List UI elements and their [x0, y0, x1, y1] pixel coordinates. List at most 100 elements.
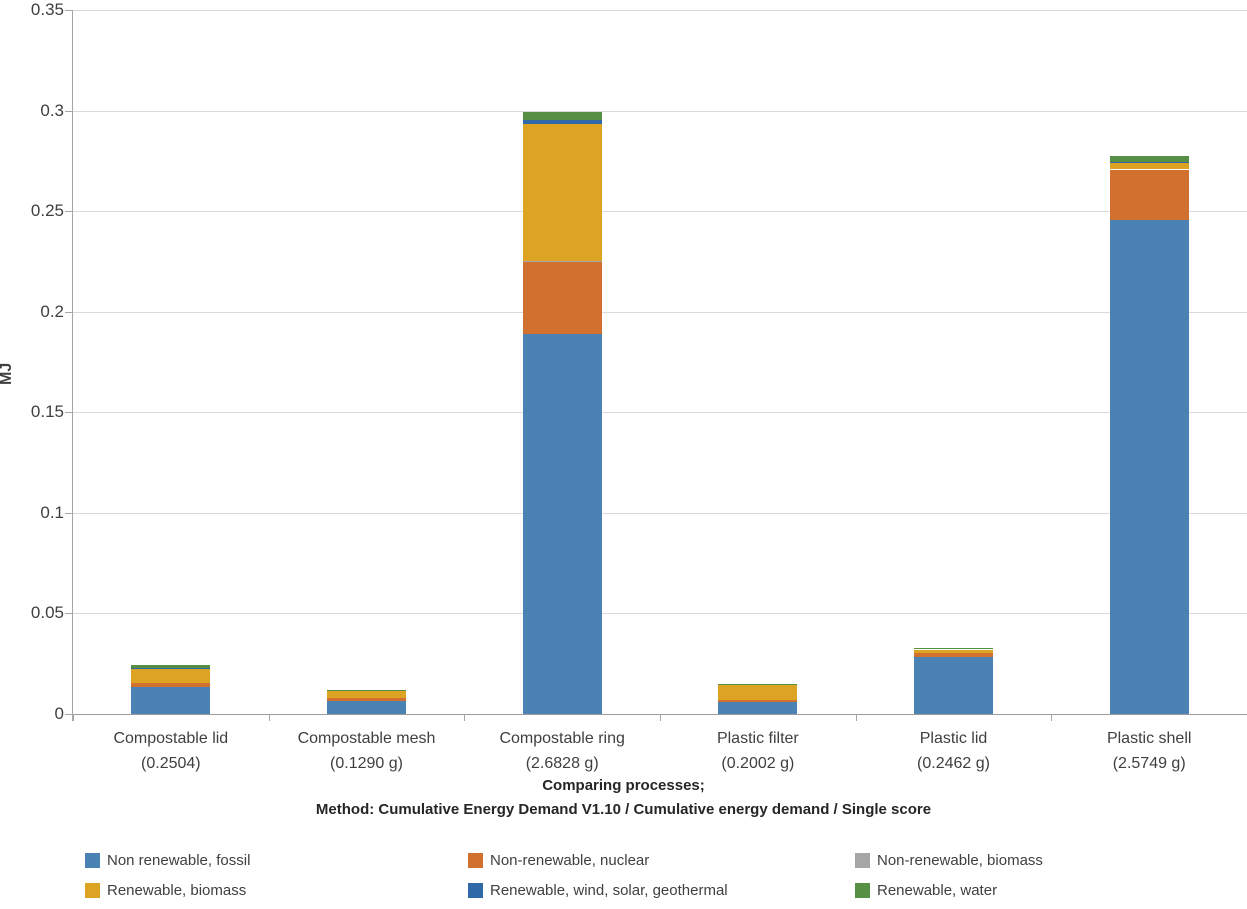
bar-segment — [522, 123, 602, 262]
bar-segment — [131, 682, 211, 687]
x-axis-tick — [1051, 714, 1053, 721]
bar-segment — [718, 701, 798, 714]
bar-segment — [522, 261, 602, 263]
category-name: Compostable lid — [113, 730, 229, 747]
bar-segment — [914, 653, 993, 657]
y-axis-tick-labels: 0 0.05 0.1 0.15 0.2 0.25 0.3 0.35 — [0, 0, 64, 723]
gridline — [73, 412, 1247, 414]
bar-segment — [327, 698, 406, 701]
y-axis-line — [72, 10, 73, 721]
bar-segment — [131, 664, 211, 668]
y-axis-tick — [65, 311, 73, 313]
category-name: Compostable mesh — [297, 730, 436, 747]
legend-label: Renewable, water — [877, 882, 998, 899]
bar-segment — [1109, 220, 1189, 714]
y-axis-tick — [65, 110, 73, 112]
y-axis-tick-label: 0.1 — [40, 502, 64, 522]
legend-label: Renewable, biomass — [107, 882, 247, 899]
y-axis-tick-label: 0.35 — [30, 0, 64, 19]
legend-color-swatch-icon — [85, 853, 100, 868]
category-mass: (0.2002 g) — [721, 755, 795, 772]
x-axis-tick — [855, 714, 857, 721]
bar-segment — [1109, 169, 1189, 221]
y-axis-tick — [65, 512, 73, 514]
category-name: Plastic lid — [919, 730, 988, 747]
x-axis-title-line2: Method: Cumulative Energy Demand V1.10 /… — [315, 801, 932, 818]
legend-item: Renewable, wind, solar, geothermal — [468, 882, 855, 899]
category-label: Compostable mesh (0.1290 g) — [269, 726, 465, 776]
legend-color-swatch-icon — [468, 853, 483, 868]
bar-segment — [522, 120, 602, 124]
gridline — [73, 512, 1247, 514]
plot-area — [65, 10, 1247, 721]
y-axis-tick-label: 0.3 — [40, 100, 64, 120]
bar-segment — [914, 649, 993, 653]
legend-item: Renewable, biomass — [85, 882, 468, 899]
category-mass: (2.5749 g) — [1112, 755, 1186, 772]
legend-label: Non renewable, fossil — [107, 852, 251, 869]
legend-item: Non-renewable, biomass — [855, 852, 1235, 869]
bar-segment — [1109, 162, 1189, 170]
x-axis-tick — [73, 714, 74, 721]
bar-segment — [718, 700, 798, 702]
category-label: Plastic shell (2.5749 g) — [1051, 726, 1247, 776]
x-axis-tick — [464, 714, 466, 721]
bar-segment — [1109, 161, 1189, 163]
bar-segment — [718, 685, 798, 700]
legend-item: Renewable, water — [855, 882, 1235, 899]
legend-item: Non-renewable, nuclear — [468, 852, 855, 869]
legend-label: Non-renewable, nuclear — [490, 852, 650, 869]
y-axis-tick-label: 0.25 — [30, 201, 64, 221]
x-axis-category-labels: Compostable lid (0.2504) Compostable mesh (… — [73, 726, 1247, 776]
legend-color-swatch-icon — [855, 853, 870, 868]
x-axis-title-line1: Comparing processes; — [542, 777, 705, 794]
x-axis-title: Comparing processes; Method: Cumulative … — [0, 774, 1247, 822]
category-label: Plastic filter (0.2002 g) — [660, 726, 856, 776]
category-name: Plastic filter — [716, 730, 799, 747]
legend-item: Non renewable, fossil — [85, 852, 468, 869]
x-axis-tick — [268, 714, 270, 721]
legend-label: Renewable, wind, solar, geothermal — [490, 882, 728, 899]
y-axis-tick-label: 0.05 — [30, 603, 64, 623]
legend: Non renewable, fossil Non-renewable, nucl… — [85, 852, 1235, 899]
category-label: Compostable lid (0.2504) — [73, 726, 269, 776]
bar-segment — [1109, 155, 1189, 162]
y-axis-tick — [65, 613, 73, 615]
category-name: Compostable ring — [499, 730, 625, 747]
y-axis-tick-label: 0.2 — [40, 301, 64, 321]
y-axis-tick — [65, 10, 73, 11]
x-axis-tick — [660, 714, 661, 721]
category-mass: (0.2462 g) — [917, 755, 990, 772]
legend-label: Non-renewable, biomass — [877, 852, 1043, 869]
category-label: Plastic lid (0.2462 g) — [856, 726, 1052, 776]
bar-segment — [327, 700, 406, 714]
gridline — [73, 311, 1247, 313]
bar-segment — [522, 262, 602, 334]
y-axis-tick — [65, 412, 73, 414]
gridline — [73, 110, 1247, 112]
bar-segment — [131, 668, 211, 683]
bar-segment — [914, 647, 993, 650]
bar-segment — [522, 333, 602, 714]
y-axis-tick-label: 0.15 — [30, 402, 64, 422]
bar-segment — [131, 686, 211, 714]
category-name: Plastic shell — [1106, 730, 1192, 747]
legend-color-swatch-icon — [85, 883, 100, 898]
legend-color-swatch-icon — [855, 883, 870, 898]
category-mass: (2.6828 g) — [525, 755, 599, 772]
gridline — [73, 613, 1247, 615]
bar-segment — [327, 689, 406, 691]
category-mass: (0.2504) — [141, 755, 201, 772]
bar-segment — [522, 111, 602, 121]
bar-segment — [327, 691, 406, 699]
bar-segment — [131, 667, 211, 669]
gridline — [73, 211, 1247, 213]
category-mass: (0.1290 g) — [330, 755, 403, 772]
gridline — [73, 10, 1247, 11]
legend-color-swatch-icon — [468, 883, 483, 898]
y-axis-tick-label: 0 — [54, 704, 64, 723]
y-axis-tick — [65, 714, 73, 715]
bar-segment — [718, 684, 798, 686]
category-label: Compostable ring (2.6828 g) — [464, 726, 660, 776]
